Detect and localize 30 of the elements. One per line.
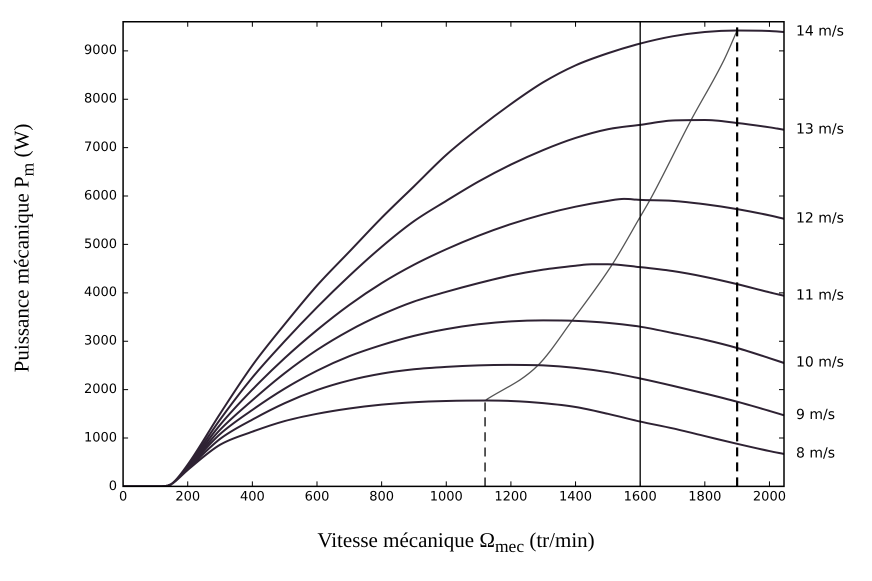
x-tick-label: 2000: [752, 490, 786, 505]
y-tick-label: 8000: [84, 92, 118, 107]
y-tick-label: 2000: [84, 382, 118, 397]
x-tick-label: 1600: [624, 490, 657, 505]
x-tick-label: 1000: [430, 490, 463, 505]
series-label: 13 m/s: [796, 121, 844, 138]
x-tick-label: 600: [304, 490, 330, 505]
series-label: 11 m/s: [796, 287, 844, 304]
series-label: 12 m/s: [796, 210, 844, 226]
y-tick-label: 1000: [84, 430, 118, 446]
x-axis-title: Vitesse mécanique Ω$_{mec}$ (tr/min): [316, 528, 596, 558]
x-tick-label: 1400: [559, 490, 592, 505]
y-tick-label: 0: [108, 478, 118, 494]
series-label: 9 m/s: [796, 406, 836, 423]
x-tick-label: 400: [240, 490, 265, 505]
x-tick-label: 0: [118, 490, 128, 505]
y-tick-label: 6000: [84, 188, 118, 204]
series-label: 8 m/s: [796, 446, 836, 462]
y-tick-label: 5000: [84, 236, 118, 252]
x-tick-label: 800: [369, 490, 394, 505]
x-tick-label: 1800: [688, 490, 722, 505]
x-tick-label: 1200: [494, 490, 528, 505]
y-tick-label: 7000: [84, 140, 118, 156]
y-tick-label: 9000: [84, 43, 118, 58]
y-tick-label: 4000: [84, 285, 118, 300]
y-tick-label: 3000: [84, 334, 118, 349]
line-series: [484, 30, 738, 402]
series-label: 10 m/s: [796, 354, 844, 371]
x-tick-label: 200: [175, 490, 200, 505]
series-label: 14 m/s: [796, 24, 844, 40]
